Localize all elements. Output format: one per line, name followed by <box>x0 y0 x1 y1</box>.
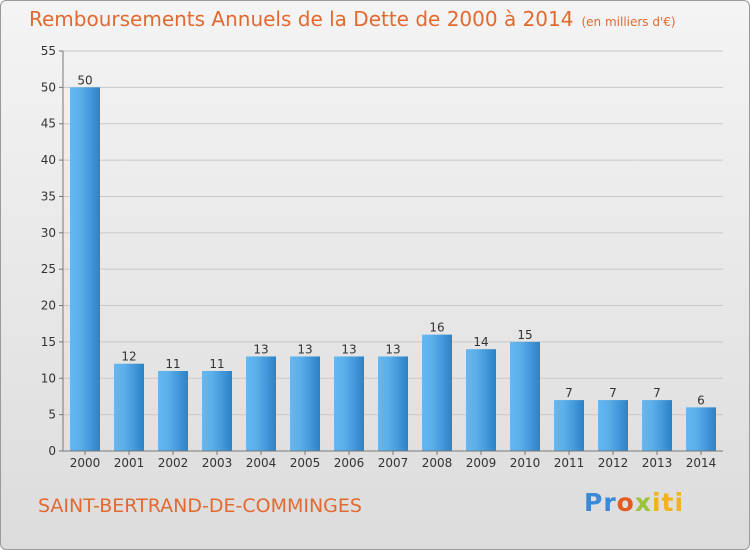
bar <box>686 407 716 451</box>
x-tick-label: 2003 <box>202 456 233 470</box>
y-tick-label: 15 <box>41 335 56 349</box>
bar <box>246 356 276 451</box>
bar <box>158 371 188 451</box>
x-tick-label: 2005 <box>290 456 321 470</box>
bar <box>378 356 408 451</box>
bar <box>466 349 496 451</box>
x-tick-label: 2008 <box>422 456 453 470</box>
data-label: 15 <box>517 328 532 342</box>
bar <box>334 356 364 451</box>
y-tick-label: 10 <box>41 371 56 385</box>
chart-title: Remboursements Annuels de la Dette de 20… <box>29 7 676 31</box>
proxiti-logo: Proxiti <box>584 488 685 517</box>
x-tick-label: 2010 <box>510 456 541 470</box>
bar <box>202 371 232 451</box>
data-label: 13 <box>253 342 268 356</box>
bar <box>510 341 540 451</box>
data-label: 7 <box>609 386 617 400</box>
x-tick-label: 2007 <box>378 456 409 470</box>
data-label: 13 <box>385 342 400 356</box>
bar <box>70 87 100 451</box>
x-tick-label: 2006 <box>334 456 365 470</box>
data-label: 16 <box>429 321 444 335</box>
bar <box>114 363 144 451</box>
x-tick-label: 2001 <box>114 456 145 470</box>
x-axis: 2000 2001 2002 2003 2004 2005 2006 2007 2008 2009… <box>63 450 723 470</box>
bar <box>598 400 628 451</box>
y-tick-label: 50 <box>41 80 56 94</box>
y-tick-label: 45 <box>41 117 56 131</box>
data-label: 11 <box>209 357 224 371</box>
chart-unit: (en milliers d'€) <box>581 15 676 29</box>
x-tick-label: 2011 <box>554 456 585 470</box>
data-label: 50 <box>77 73 92 87</box>
data-label: 13 <box>341 342 356 356</box>
chart-title-text: Remboursements Annuels de la Dette de 20… <box>29 7 574 31</box>
y-tick-label: 35 <box>41 189 56 203</box>
x-tick-label: 2002 <box>158 456 189 470</box>
y-tick-label: 55 <box>41 44 56 58</box>
y-tick-label: 20 <box>41 299 56 313</box>
x-tick-label: 2014 <box>686 456 717 470</box>
data-label: 7 <box>653 386 661 400</box>
bar <box>642 400 672 451</box>
x-tick-label: 2004 <box>246 456 277 470</box>
x-tick-label: 2013 <box>642 456 673 470</box>
data-label: 12 <box>121 350 136 364</box>
y-tick-label: 25 <box>41 262 56 276</box>
data-labels: 50 12 11 11 13 13 13 13 16 14 15 7 7 7 6 <box>77 73 704 407</box>
bars <box>70 87 716 451</box>
x-tick-label: 2000 <box>70 456 101 470</box>
bar <box>290 356 320 451</box>
y-tick-label: 30 <box>41 226 56 240</box>
x-tick-label: 2012 <box>598 456 629 470</box>
y-tick-label: 5 <box>48 408 56 422</box>
y-axis: 0 5 10 15 20 25 30 35 40 45 50 55 <box>41 44 64 458</box>
data-label: 6 <box>697 393 705 407</box>
y-tick-label: 0 <box>48 444 56 458</box>
data-label: 13 <box>297 342 312 356</box>
y-tick-label: 40 <box>41 153 56 167</box>
bar <box>422 334 452 451</box>
bar <box>554 400 584 451</box>
data-label: 7 <box>565 386 573 400</box>
data-label: 14 <box>473 335 488 349</box>
data-label: 11 <box>165 357 180 371</box>
x-tick-label: 2009 <box>466 456 497 470</box>
commune-name: SAINT-BERTRAND-DE-COMMINGES <box>38 495 362 517</box>
